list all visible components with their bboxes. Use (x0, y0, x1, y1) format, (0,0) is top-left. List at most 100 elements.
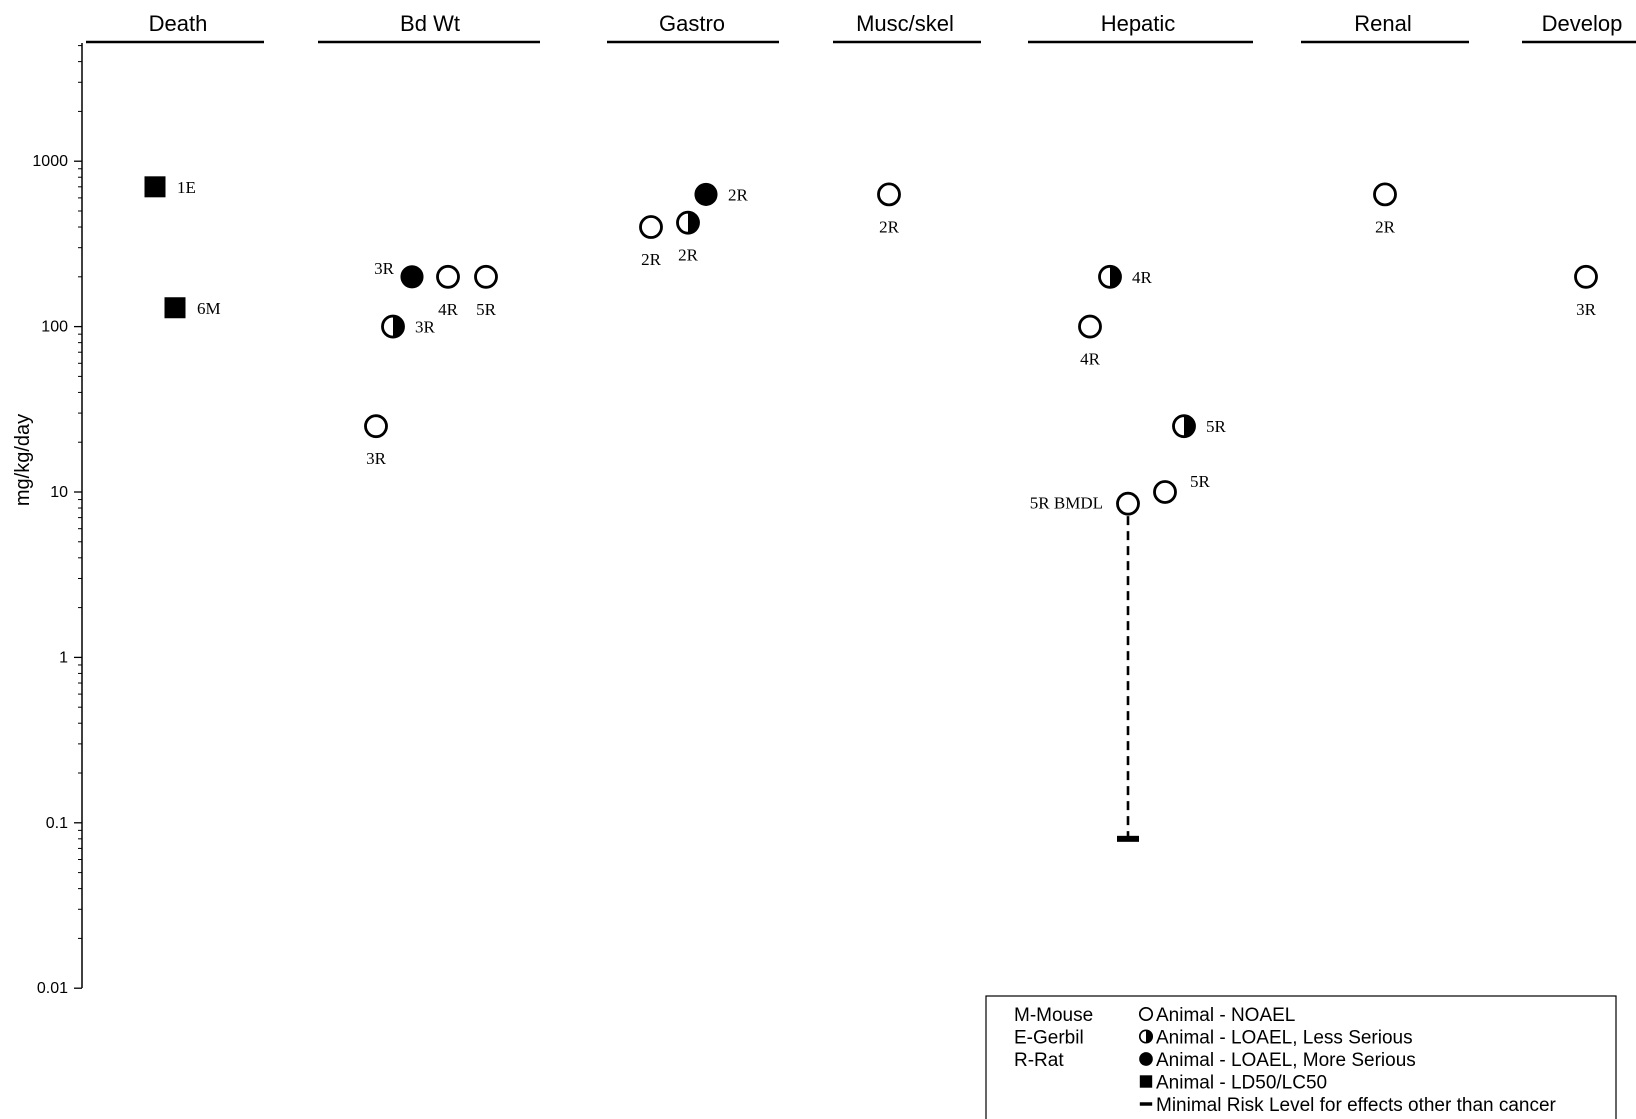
y-tick-label: 0.1 (46, 815, 68, 832)
legend-box (985, 995, 1617, 1119)
point-marker-loael-less (1172, 414, 1196, 439)
point-marker-noael (364, 414, 388, 439)
legend-symbol-noael (1138, 1006, 1154, 1022)
point-marker-noael (1153, 480, 1177, 504)
legend-item-loael-less: Animal - LOAEL, Less Serious (1138, 1028, 1413, 1049)
point-hepatic-0: 4R (1078, 314, 1102, 369)
point-marker-loael-less-half-fill (393, 316, 404, 338)
header-renal: Renal (1354, 11, 1411, 36)
point-marker-noael (639, 215, 663, 239)
point-bd-wt-3: 4R (436, 264, 460, 319)
mrl-layer (1117, 516, 1139, 842)
point-label: 3R (366, 449, 387, 468)
point-label: 5R BMDL (1030, 494, 1103, 513)
point-label: 5R (1206, 417, 1227, 436)
point-marker-noael (474, 264, 498, 289)
point-hepatic-2: 5R BMDL (1030, 491, 1140, 516)
point-death-1: 6M (164, 297, 221, 319)
legend-symbol-ld50 (1139, 1075, 1153, 1088)
point-gastro-2: 2R (694, 182, 749, 206)
point-gastro-1: 2R (676, 210, 700, 265)
point-marker-loael-more (400, 265, 424, 289)
point-marker-noael (1373, 182, 1397, 207)
point-marker-noael (877, 182, 901, 207)
point-marker-ld50 (164, 297, 186, 319)
point-label: 3R (1576, 300, 1597, 319)
point-marker-loael-less (381, 314, 405, 339)
legend-species-item: M-Mouse (1014, 1005, 1093, 1026)
point-label: 5R (476, 300, 497, 319)
point-marker-noael (1574, 264, 1598, 289)
point-marker-loael-less (1098, 264, 1122, 289)
point-marker-noael (1116, 491, 1140, 516)
point-label: 2R (641, 250, 662, 269)
mrl-bar (1117, 835, 1139, 842)
legend-symbol-loael-less-half-fill (1146, 1030, 1153, 1043)
legend-item-noael: Animal - NOAEL (1138, 1005, 1295, 1026)
legend-symbol-mrl (1139, 1102, 1153, 1106)
legend-item-mrl: Minimal Risk Level for effects other tha… (1139, 1095, 1557, 1116)
y-tick-label: 1 (59, 649, 68, 666)
legend-species-item: E-Gerbil (1014, 1028, 1084, 1049)
legend-label: Animal - NOAEL (1156, 1005, 1295, 1026)
legend-species-item: R-Rat (1014, 1050, 1064, 1071)
point-hepatic-1: 4R (1098, 264, 1153, 289)
y-tick-label: 10 (50, 484, 68, 501)
point-label: 4R (438, 300, 459, 319)
legend-symbol-loael-less (1138, 1029, 1154, 1044)
header-bd-wt: Bd Wt (400, 11, 460, 36)
point-hepatic-4: 5R (1172, 414, 1227, 439)
point-marker-loael-less (676, 210, 700, 235)
point-label: 4R (1080, 350, 1101, 369)
point-label: 2R (678, 246, 699, 265)
header-death: Death (149, 11, 208, 36)
point-marker-ld50 (144, 176, 166, 198)
point-gastro-0: 2R (639, 215, 663, 269)
header-musc-skel: Musc/skel (856, 11, 954, 36)
point-death-0: 1E (144, 176, 196, 198)
point-label: 4R (1132, 268, 1153, 287)
point-bd-wt-2: 3R (374, 259, 424, 289)
point-bd-wt-1: 3R (381, 314, 436, 339)
point-label: 5R (1190, 472, 1211, 491)
legend-symbol-loael-more (1139, 1052, 1153, 1066)
header-hepatic: Hepatic (1101, 11, 1176, 36)
y-tick-label: 1000 (32, 153, 68, 170)
point-marker-noael (436, 264, 460, 289)
category-headers: Death Bd Wt Gastro Musc/skel Hepatic Renal Dev… (86, 11, 1636, 44)
y-tick-label: 0.01 (37, 980, 68, 997)
legend-label: Animal - LD50/LC50 (1156, 1073, 1327, 1094)
point-marker-loael-less-half-fill (688, 212, 699, 234)
point-develop-0: 3R (1574, 264, 1598, 319)
point-label: 1E (177, 178, 196, 197)
point-label: 6M (197, 299, 221, 318)
point-bd-wt-4: 5R (474, 264, 498, 319)
point-marker-loael-less-half-fill (1110, 266, 1121, 288)
point-hepatic-3: 5R (1153, 472, 1211, 504)
header-gastro: Gastro (659, 11, 725, 36)
point-marker-loael-less-half-fill (1184, 415, 1195, 437)
point-label: 2R (879, 217, 900, 236)
y-axis: 1000 100 10 1 0.1 0.01 (32, 43, 83, 997)
point-label: 3R (415, 318, 436, 337)
legend-label: Animal - LOAEL, More Serious (1156, 1050, 1416, 1071)
point-bd-wt-0: 3R (364, 414, 388, 468)
y-axis-label: mg/kg/day (12, 414, 34, 506)
header-develop: Develop (1542, 11, 1623, 36)
legend-label: Minimal Risk Level for effects other tha… (1156, 1095, 1557, 1116)
point-marker-noael (1078, 314, 1102, 339)
point-renal-0: 2R (1373, 182, 1397, 236)
point-label: 2R (1375, 217, 1396, 236)
point-label: 3R (374, 259, 395, 278)
legend-item-loael-more: Animal - LOAEL, More Serious (1139, 1050, 1416, 1071)
point-musc-skel-0: 2R (877, 182, 901, 236)
point-marker-loael-more (694, 182, 718, 206)
legend-label: Animal - LOAEL, Less Serious (1156, 1028, 1413, 1049)
y-tick-label: 100 (41, 319, 68, 336)
point-label: 2R (728, 185, 749, 204)
